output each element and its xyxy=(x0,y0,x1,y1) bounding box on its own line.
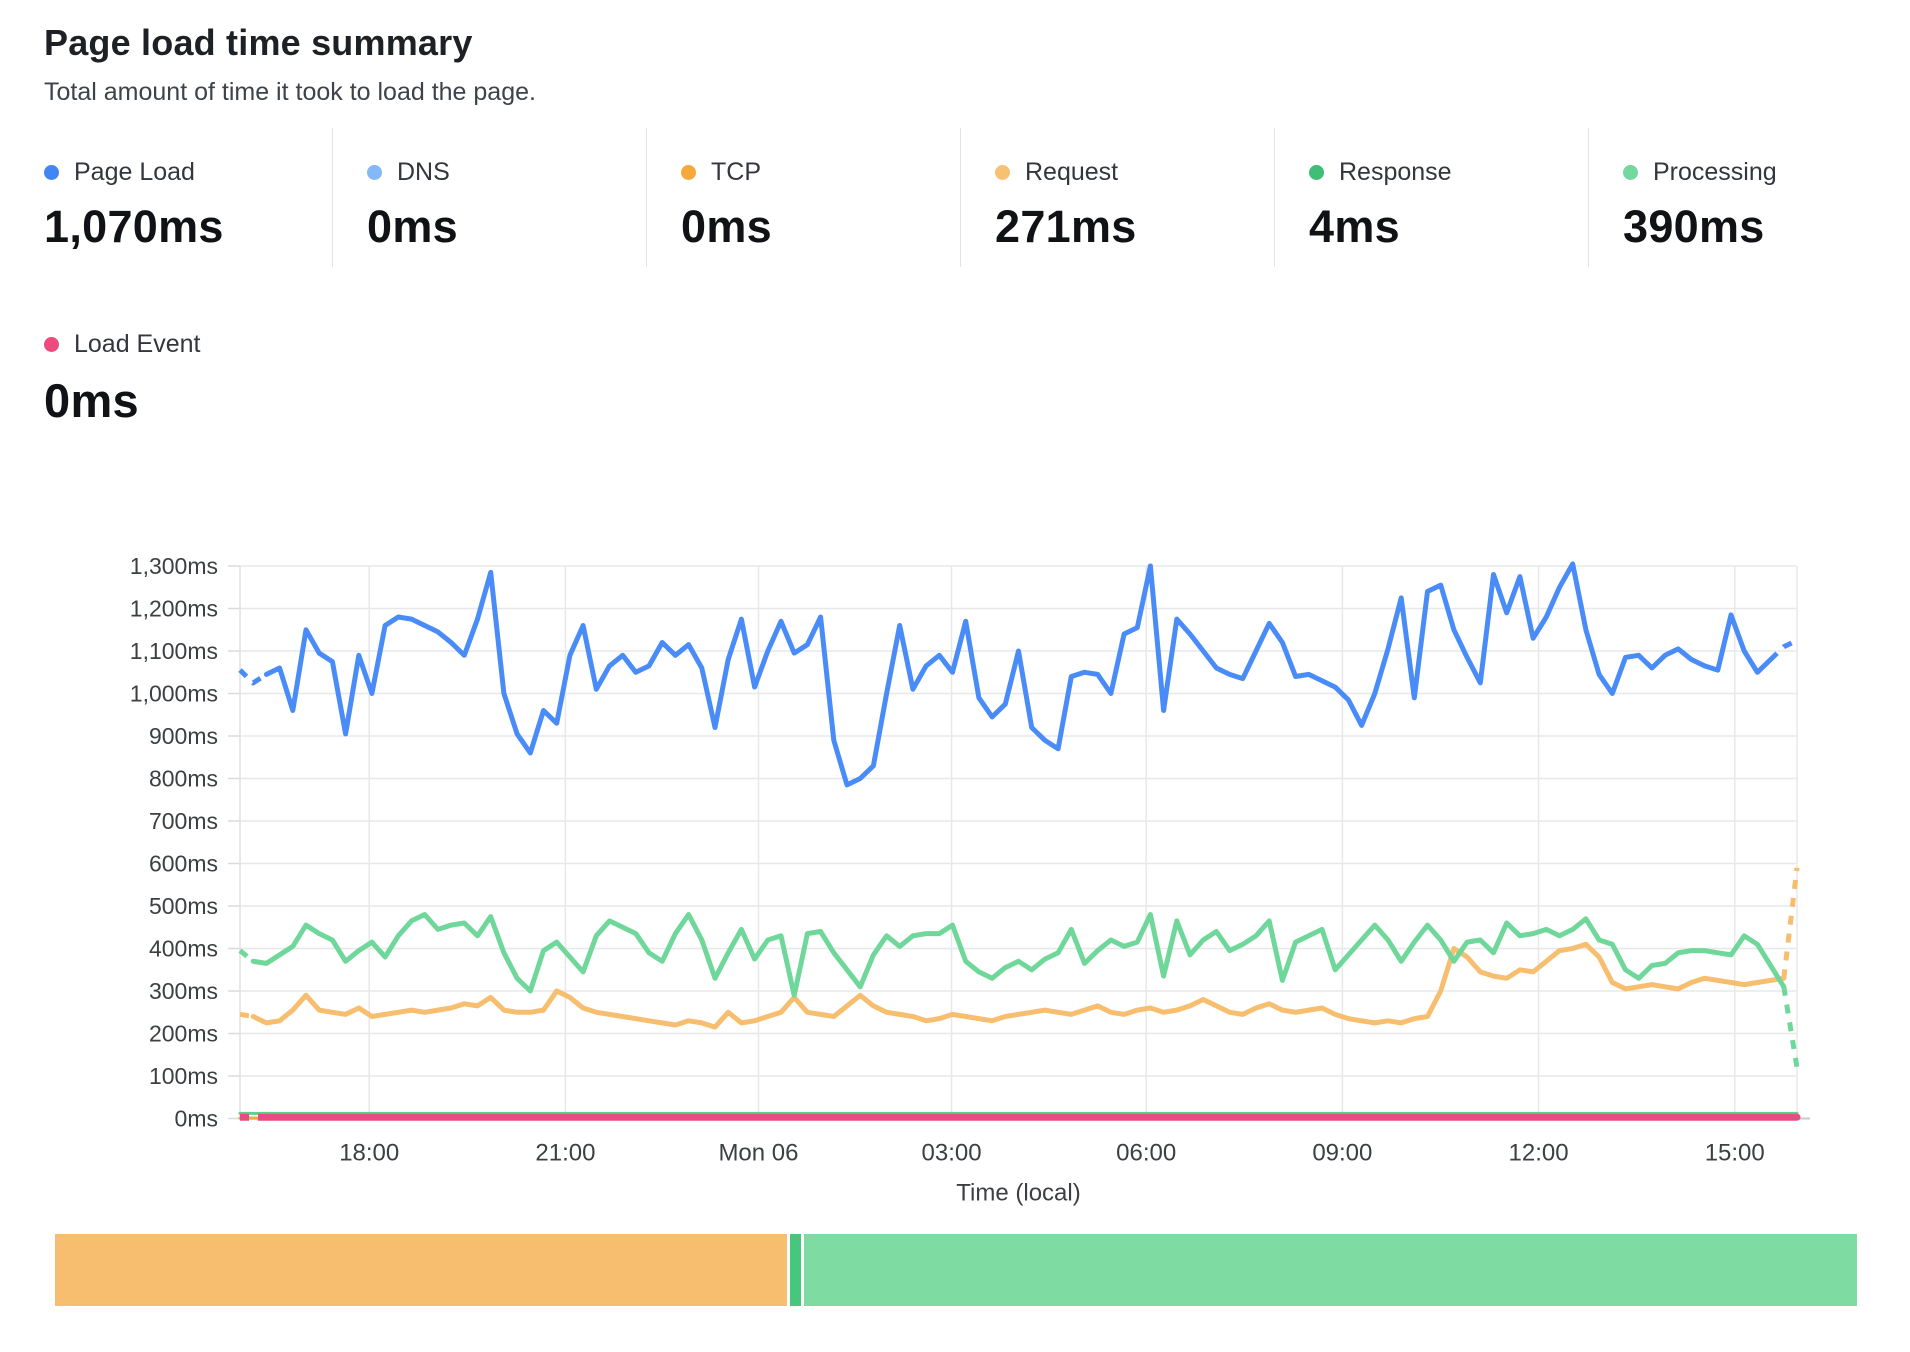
page-title: Page load time summary xyxy=(44,22,473,63)
series-processing-dashed-tail xyxy=(1781,986,1800,1068)
series-request-line xyxy=(250,941,1787,1030)
series-request-dashed-head xyxy=(239,1011,254,1019)
metric-value: 0ms xyxy=(44,374,139,427)
page-load-dot-icon xyxy=(44,165,59,180)
response-dot-icon xyxy=(1309,165,1324,180)
y-axis-label: 1,300ms xyxy=(130,553,218,579)
metric-value: 390ms xyxy=(1623,201,1765,252)
metric-value: 271ms xyxy=(995,201,1137,252)
metric-value: 1,070ms xyxy=(44,201,224,252)
x-axis-label: 06:00 xyxy=(1116,1140,1176,1167)
metric-card-request[interactable]: Request 271ms xyxy=(960,128,1274,267)
request-dot-icon xyxy=(995,165,1010,180)
y-axis-label: 900ms xyxy=(149,723,218,749)
x-axis-label: 15:00 xyxy=(1705,1140,1765,1167)
bar-segment-processing xyxy=(803,1234,1857,1306)
x-axis-label: 03:00 xyxy=(922,1140,982,1167)
y-axis-label: 400ms xyxy=(149,936,218,962)
metric-card-load-event[interactable]: Load Event 0ms xyxy=(44,330,332,442)
y-axis-label: 0ms xyxy=(175,1106,218,1132)
load-event-dot-icon xyxy=(44,337,59,352)
bar-segment-response xyxy=(789,1234,801,1306)
dns-dot-icon xyxy=(367,165,382,180)
y-axis-label: 700ms xyxy=(149,808,218,834)
metric-value: 0ms xyxy=(367,201,458,252)
x-axis-title: Time (local) xyxy=(956,1180,1080,1207)
series-page-load-dashed-head xyxy=(238,668,268,686)
metric-card-page-load[interactable]: Page Load 1,070ms xyxy=(44,128,332,267)
x-axis-label: 18:00 xyxy=(339,1140,399,1167)
load-time-chart[interactable]: 0ms 100ms 200ms 300ms 400ms 500ms 600ms 700ms 80… xyxy=(0,540,1910,1240)
metric-value: 4ms xyxy=(1309,201,1400,252)
series-page-load-dashed-tail xyxy=(1768,638,1799,662)
metric-label: Processing xyxy=(1653,158,1777,186)
y-axis-label: 600ms xyxy=(149,851,218,877)
metric-value: 0ms xyxy=(681,201,772,252)
metric-label: Request xyxy=(1025,158,1119,186)
metric-card-dns[interactable]: DNS 0ms xyxy=(332,128,646,267)
y-axis-label: 300ms xyxy=(149,978,218,1004)
x-axis-label: 21:00 xyxy=(535,1140,595,1167)
metric-card-tcp[interactable]: TCP 0ms xyxy=(646,128,960,267)
x-axis-label: 09:00 xyxy=(1312,1140,1372,1167)
metric-label: DNS xyxy=(397,158,450,186)
bar-segment-request xyxy=(55,1234,787,1306)
timing-breakdown-bar xyxy=(55,1234,1857,1306)
page-subtitle: Total amount of time it took to load the… xyxy=(44,78,536,106)
y-axis-label: 100ms xyxy=(149,1063,218,1089)
y-axis-label: 1,200ms xyxy=(130,596,218,622)
series-processing-dashed-head xyxy=(238,948,255,964)
metric-label: Response xyxy=(1339,158,1452,186)
metric-card-response[interactable]: Response 4ms xyxy=(1274,128,1588,267)
y-axis-label: 1,000ms xyxy=(130,681,218,707)
series-page-load-line xyxy=(263,561,1774,788)
y-axis-label: 200ms xyxy=(149,1021,218,1047)
x-axis-label: Mon 06 xyxy=(718,1140,798,1167)
processing-dot-icon xyxy=(1623,165,1638,180)
metric-card-processing[interactable]: Processing 390ms xyxy=(1588,128,1902,267)
y-axis-label: 500ms xyxy=(149,893,218,919)
y-axis-label: 800ms xyxy=(149,766,218,792)
series-request-dashed-tail xyxy=(1781,867,1800,979)
series-processing-line xyxy=(250,912,1787,998)
tcp-dot-icon xyxy=(681,165,696,180)
y-axis-label: 1,100ms xyxy=(130,638,218,664)
x-axis-label: 12:00 xyxy=(1509,1140,1569,1167)
metric-label: Load Event xyxy=(74,330,201,358)
metric-label: TCP xyxy=(711,158,761,186)
metric-label: Page Load xyxy=(74,158,195,186)
metrics-legend-row: Page Load 1,070ms DNS 0ms TCP 0ms Reques… xyxy=(44,128,1902,267)
